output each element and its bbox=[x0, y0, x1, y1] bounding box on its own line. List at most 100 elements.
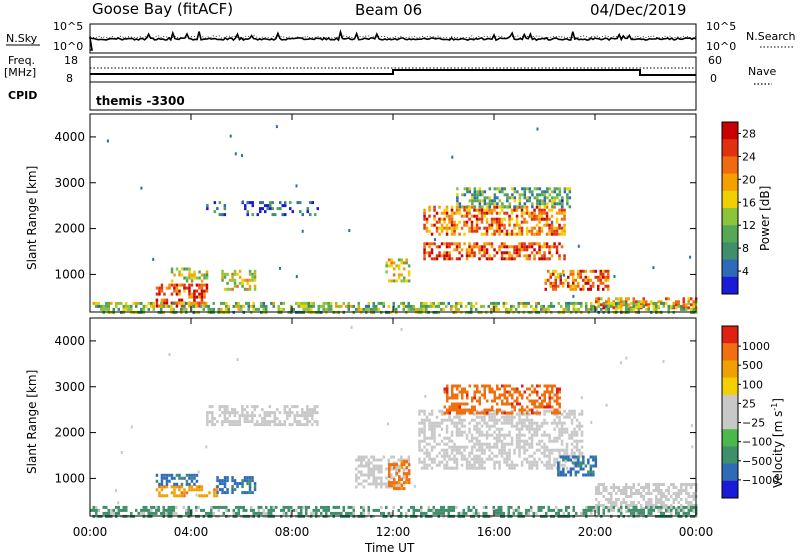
data-cell bbox=[528, 463, 531, 467]
data-cell bbox=[498, 396, 501, 400]
data-cell bbox=[510, 436, 514, 440]
data-cell bbox=[400, 455, 403, 459]
data-cell bbox=[567, 281, 570, 285]
data-cell bbox=[335, 505, 338, 509]
data-cell bbox=[423, 433, 426, 437]
data-cell bbox=[682, 511, 685, 515]
data-cell bbox=[455, 307, 458, 311]
data-cell bbox=[558, 223, 561, 227]
data-cell bbox=[203, 304, 206, 308]
data-cell bbox=[498, 393, 501, 397]
data-cell bbox=[485, 248, 489, 252]
data-cell bbox=[243, 491, 247, 495]
data-cell bbox=[195, 493, 198, 497]
data-cell bbox=[237, 508, 240, 512]
data-cell bbox=[183, 476, 186, 480]
data-cell bbox=[470, 220, 474, 224]
data-cell bbox=[455, 433, 459, 437]
data-cell bbox=[423, 451, 426, 455]
data-cell bbox=[548, 405, 551, 409]
data-cell bbox=[440, 307, 443, 311]
data-cell bbox=[488, 208, 491, 212]
data-cell bbox=[221, 488, 224, 492]
colorbar-tick-label: 4 bbox=[742, 265, 749, 278]
data-cell bbox=[518, 421, 521, 425]
data-cell bbox=[455, 427, 459, 431]
data-cell bbox=[652, 483, 655, 486]
data-cell bbox=[402, 279, 406, 283]
data-cell bbox=[637, 501, 640, 504]
x-axis-label: Time UT bbox=[364, 541, 415, 554]
data-cell bbox=[428, 412, 431, 416]
data-cell bbox=[543, 217, 546, 221]
data-cell bbox=[256, 405, 259, 409]
data-cell bbox=[286, 405, 289, 409]
data-cell bbox=[273, 414, 277, 418]
data-cell bbox=[575, 442, 579, 446]
data-cell bbox=[460, 254, 464, 258]
data-cell bbox=[478, 454, 481, 458]
data-cell bbox=[548, 460, 551, 464]
data-cell bbox=[528, 424, 531, 428]
data-cell bbox=[365, 479, 368, 483]
data-cell bbox=[538, 411, 541, 415]
data-cell bbox=[185, 279, 189, 283]
data-cell bbox=[433, 436, 436, 440]
data-cell bbox=[642, 495, 645, 498]
data-cell bbox=[480, 232, 484, 236]
data-cell bbox=[160, 286, 164, 290]
data-cell bbox=[535, 307, 538, 311]
data-cell bbox=[271, 207, 274, 211]
data-cell bbox=[528, 257, 531, 261]
colorbar-segment bbox=[722, 446, 738, 465]
data-cell bbox=[430, 427, 434, 431]
data-cell bbox=[226, 488, 229, 492]
data-cell bbox=[510, 466, 514, 470]
data-cell bbox=[452, 304, 455, 308]
data-cell bbox=[478, 442, 481, 446]
data-cell bbox=[642, 297, 645, 301]
data-cell bbox=[385, 264, 388, 268]
data-cell bbox=[206, 204, 209, 208]
data-cell bbox=[569, 473, 573, 477]
data-cell bbox=[272, 505, 275, 509]
data-cell bbox=[572, 275, 575, 279]
data-cell bbox=[163, 301, 166, 305]
data-cell bbox=[478, 211, 481, 215]
data-cell bbox=[175, 482, 179, 486]
data-cell bbox=[471, 202, 474, 206]
data-cell bbox=[485, 442, 489, 446]
data-cell bbox=[543, 196, 547, 200]
data-cell bbox=[135, 304, 138, 308]
data-cell bbox=[498, 205, 502, 209]
power-colorbar-label: Power [dB] bbox=[758, 186, 772, 251]
data-cell bbox=[525, 304, 528, 308]
data-cell bbox=[185, 301, 188, 305]
noise-sky-trace bbox=[89, 29, 697, 51]
data-cell bbox=[607, 287, 610, 291]
data-cell bbox=[457, 511, 460, 515]
data-cell bbox=[221, 491, 224, 495]
data-cell bbox=[440, 460, 444, 464]
data-cell bbox=[282, 307, 285, 311]
data-cell bbox=[637, 300, 640, 304]
data-cell bbox=[183, 494, 186, 498]
data-cell bbox=[198, 286, 201, 290]
data-cell bbox=[682, 505, 685, 509]
data-cell bbox=[473, 466, 476, 470]
data-cell bbox=[513, 415, 516, 419]
data-cell bbox=[560, 245, 564, 249]
data-cell bbox=[580, 424, 584, 428]
data-cell bbox=[195, 304, 198, 308]
y-tick-label: 4000 bbox=[54, 130, 85, 144]
data-cell bbox=[223, 420, 227, 424]
data-cell bbox=[536, 399, 539, 403]
data-cell bbox=[165, 298, 169, 302]
data-cell bbox=[246, 287, 249, 291]
data-cell bbox=[170, 491, 174, 495]
data-cell bbox=[223, 482, 227, 486]
data-cell bbox=[645, 303, 648, 307]
data-cell bbox=[575, 433, 579, 437]
data-cell bbox=[221, 405, 224, 409]
data-cell bbox=[552, 508, 555, 512]
